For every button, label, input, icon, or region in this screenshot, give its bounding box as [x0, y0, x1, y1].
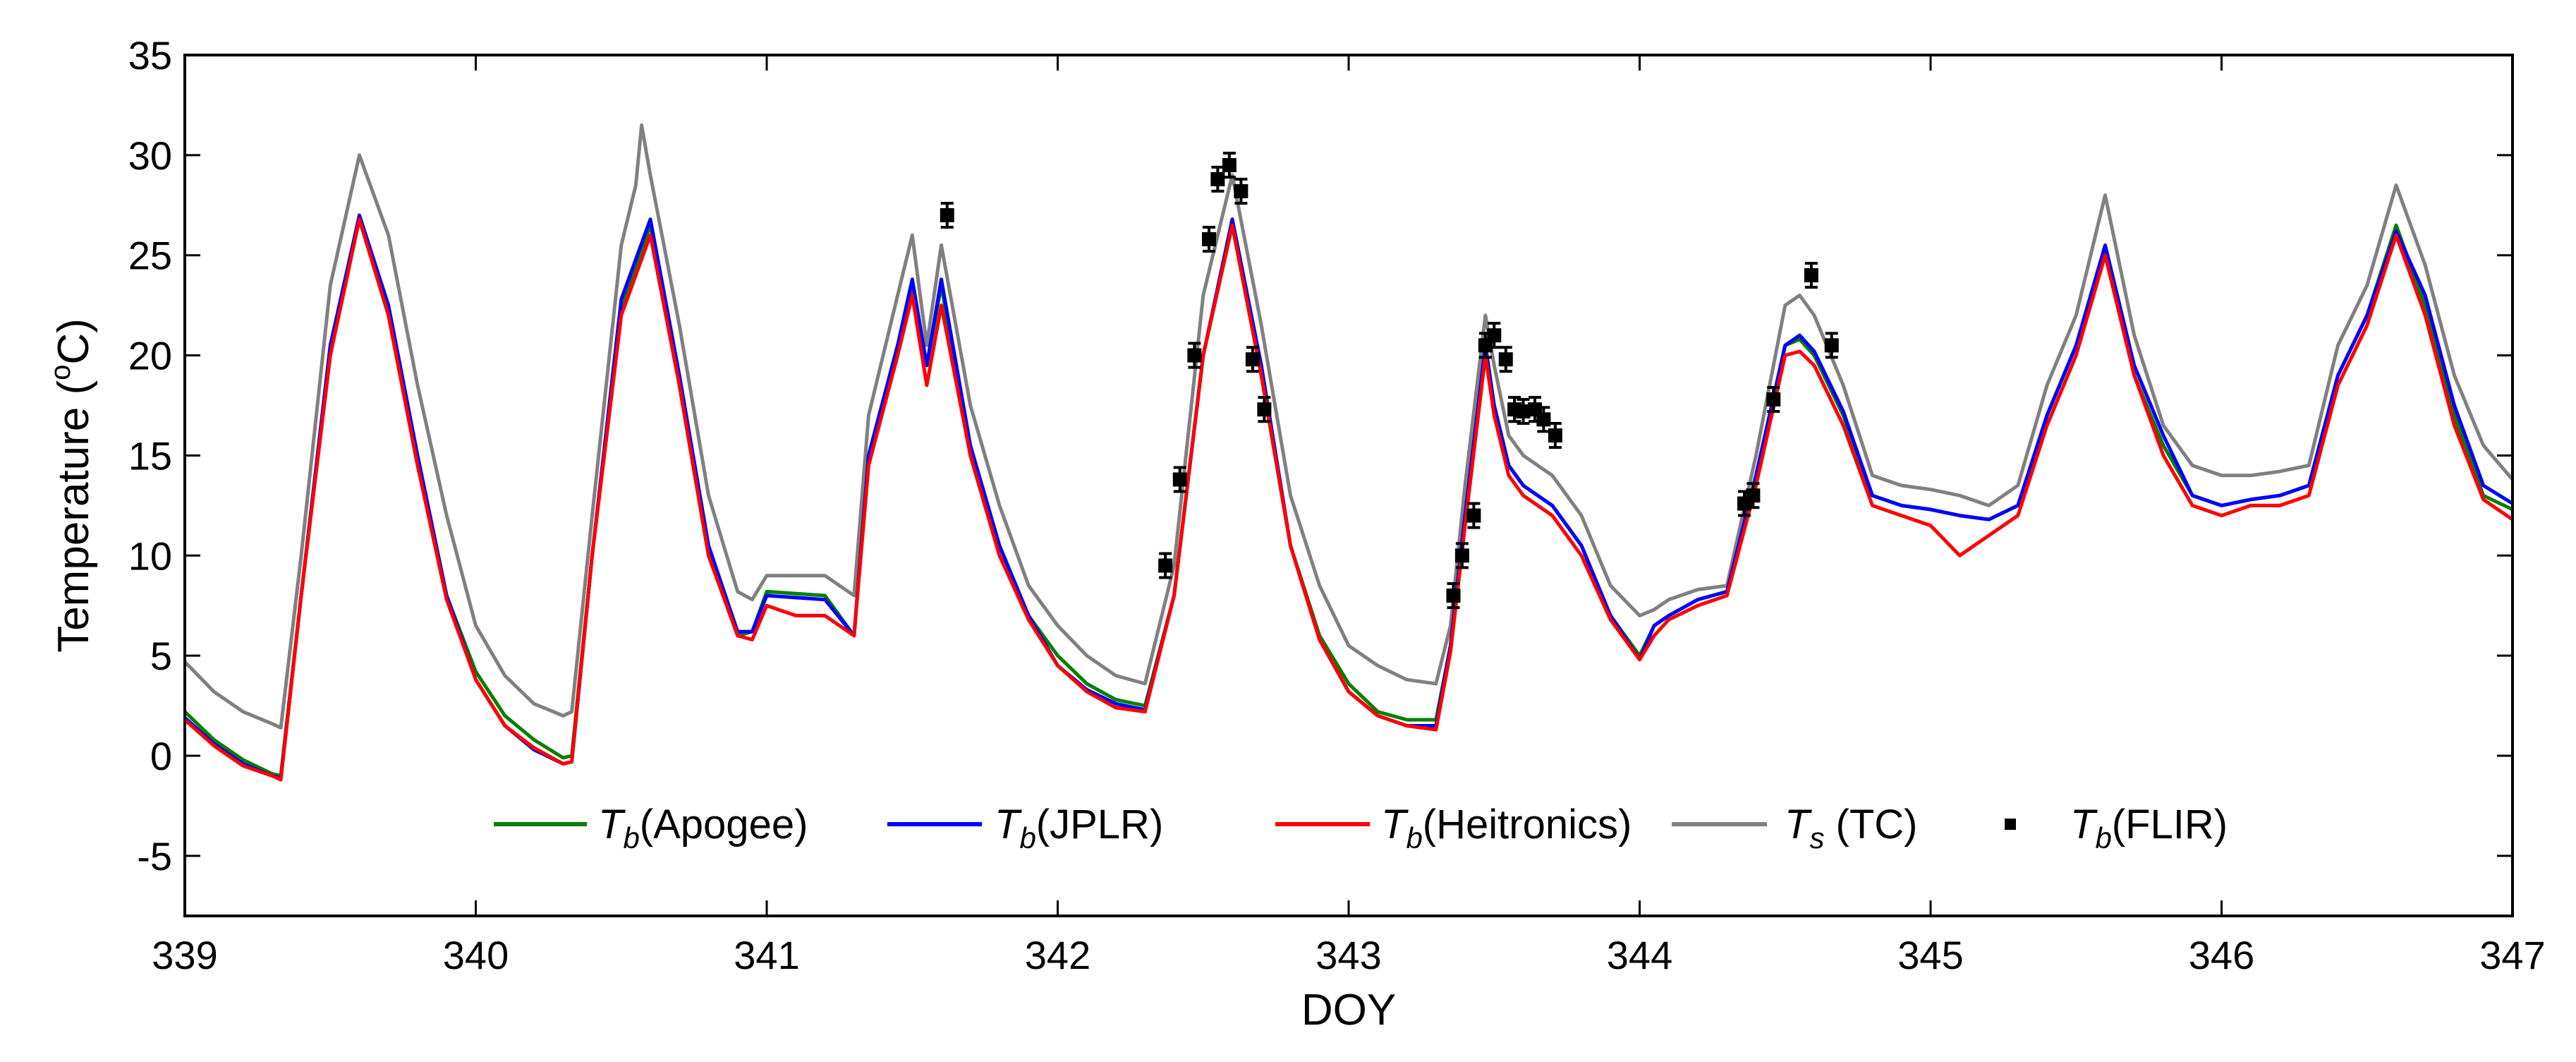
flir-point — [1536, 406, 1551, 433]
legend: Tb(Apogee) Tb(JPLR) Tb(Heitronics) Ts (T… — [494, 802, 2228, 855]
series-tc-line — [183, 123, 2514, 730]
flir-marker — [1824, 338, 1839, 353]
flir-point — [1446, 582, 1461, 610]
flir-point — [1187, 342, 1202, 369]
flir-marker — [1548, 428, 1562, 443]
legend-label-jplr: Tb(JPLR) — [995, 802, 1163, 855]
flir-marker — [1245, 352, 1260, 367]
flir-point — [1487, 322, 1502, 349]
x-axis-title: DOY — [1301, 986, 1396, 1034]
flir-point — [1466, 502, 1481, 529]
flir-marker — [1498, 352, 1513, 367]
x-tick-label: 341 — [734, 933, 799, 977]
y-tick-label: 5 — [150, 634, 172, 678]
legend-label-tc: Ts (TC) — [1785, 802, 1918, 855]
flir-point — [1234, 177, 1248, 205]
flir-point — [1245, 346, 1260, 373]
flir-point — [1516, 398, 1531, 426]
flir-marker — [1804, 268, 1818, 283]
series-heitronics-line — [183, 217, 2514, 782]
flir-marker — [1234, 183, 1248, 198]
legend-label-apogee: Tb(Apogee) — [598, 802, 808, 855]
flir-point — [1222, 152, 1237, 179]
x-tick-label: 346 — [2189, 933, 2254, 977]
flir-marker — [1766, 392, 1781, 406]
flir-marker — [1172, 472, 1187, 487]
x-tick-label: 340 — [443, 933, 509, 977]
flir-point — [1202, 226, 1216, 253]
flir-marker — [1466, 508, 1481, 523]
flir-marker — [1158, 558, 1173, 573]
x-tick-label: 345 — [1897, 933, 1963, 977]
flir-marker — [1454, 548, 1469, 563]
flir-marker — [1257, 402, 1272, 417]
flir-marker — [1536, 412, 1551, 427]
flir-point — [1172, 466, 1187, 493]
x-tick-label: 347 — [2479, 933, 2545, 977]
flir-marker — [1516, 404, 1531, 419]
flir-markers — [940, 152, 1839, 610]
flir-marker — [1187, 348, 1202, 363]
y-tick-label: 35 — [128, 33, 172, 78]
flir-marker — [1222, 158, 1237, 173]
flir-marker — [1487, 328, 1502, 343]
y-tick-label: 10 — [128, 533, 172, 578]
flir-point — [1548, 422, 1562, 449]
flir-marker — [1210, 171, 1225, 186]
y-axis-title: Temperature (oC) — [45, 318, 98, 653]
plot-frame — [183, 54, 2514, 917]
legend-label-flir: Tb(FLIR) — [2070, 802, 2228, 855]
flir-marker — [1746, 488, 1761, 503]
flir-marker — [940, 207, 954, 222]
legend-label-heitronics: Tb(Heitronics) — [1381, 802, 1632, 855]
flir-point — [1257, 396, 1272, 423]
flir-marker — [1202, 232, 1216, 247]
flir-point — [1158, 552, 1173, 579]
flir-point — [1210, 165, 1225, 193]
axis-ticks: 339 340 341 342 343 344 345 346 347 -5 0 5 10 15 20 25 3… — [128, 33, 2546, 977]
x-tick-label: 344 — [1607, 933, 1672, 977]
x-tick-label: 343 — [1316, 933, 1381, 977]
x-tick-label: 339 — [152, 933, 217, 977]
y-tick-label: 25 — [128, 234, 172, 278]
flir-point — [1746, 482, 1761, 509]
y-tick-label: 20 — [128, 334, 172, 378]
flir-point — [1824, 332, 1839, 359]
flir-point — [1454, 542, 1469, 569]
x-tick-label: 342 — [1025, 933, 1090, 977]
flir-point — [940, 201, 954, 229]
y-tick-label: -5 — [137, 834, 172, 879]
series-layer — [183, 123, 2514, 782]
y-tick-label: 30 — [128, 133, 172, 178]
y-tick-label: 15 — [128, 433, 172, 478]
flir-marker — [1446, 589, 1461, 603]
flir-point — [1766, 385, 1781, 414]
flir-point — [1804, 262, 1818, 289]
plot-area — [185, 55, 2513, 916]
y-tick-label: 0 — [150, 734, 172, 778]
legend-swatch-flir — [2005, 819, 2016, 830]
flir-point — [1498, 346, 1513, 373]
